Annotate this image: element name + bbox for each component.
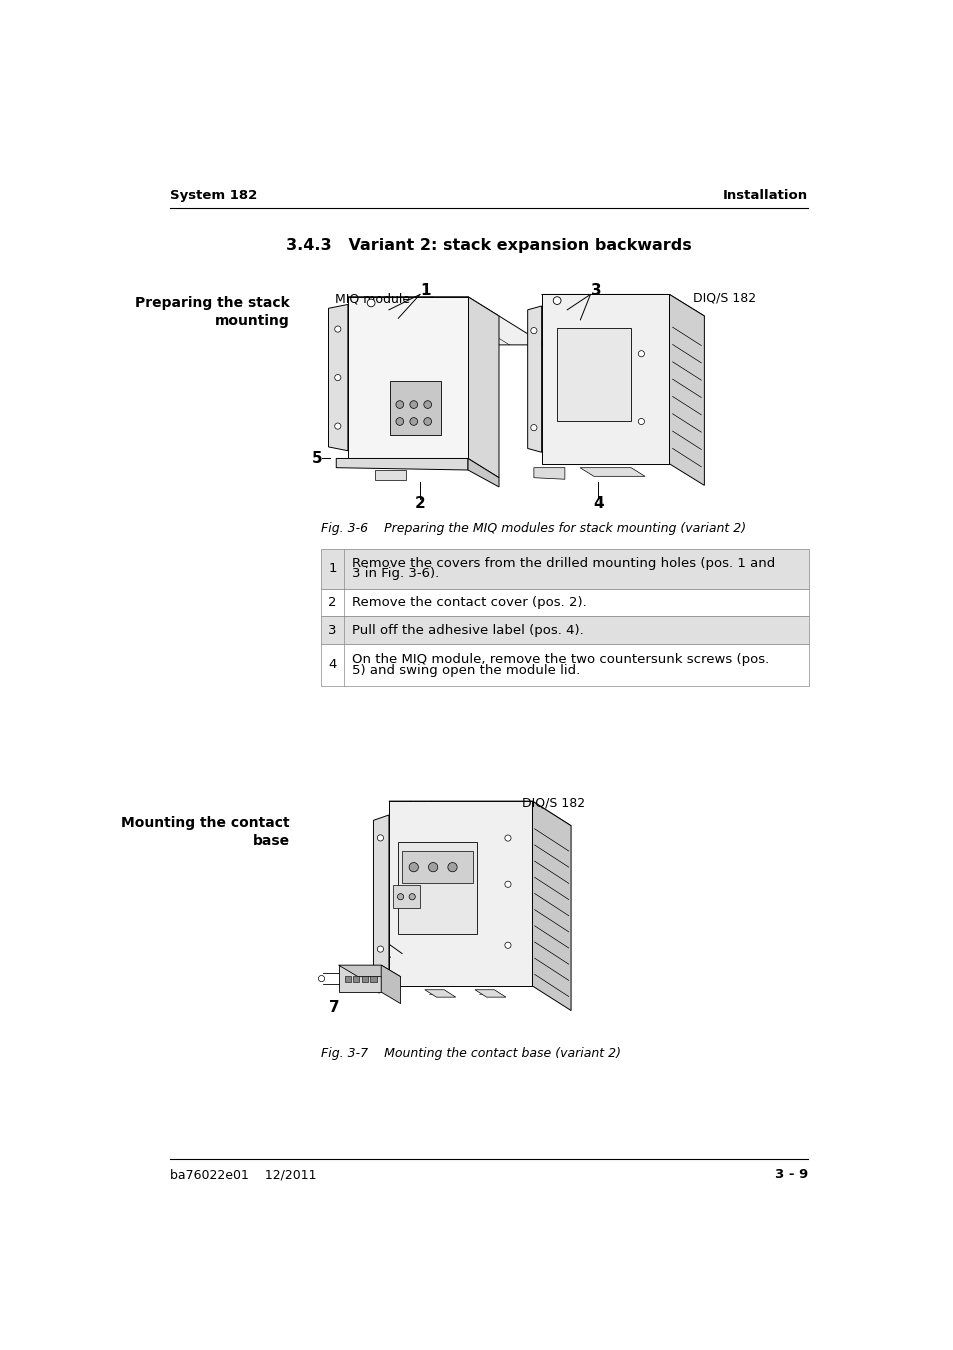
Text: 2: 2 — [328, 595, 336, 609]
Circle shape — [335, 374, 340, 381]
Polygon shape — [397, 842, 476, 934]
Circle shape — [504, 882, 511, 887]
Text: 3.4.3   Variant 2: stack expansion backwards: 3.4.3 Variant 2: stack expansion backwar… — [286, 238, 691, 252]
Polygon shape — [541, 294, 703, 316]
Text: 3 in Fig. 3-6).: 3 in Fig. 3-6). — [352, 567, 438, 580]
Bar — [320, 548, 808, 589]
Circle shape — [335, 325, 340, 332]
Polygon shape — [335, 459, 468, 470]
Text: 6: 6 — [377, 929, 388, 944]
Circle shape — [367, 300, 375, 306]
Text: 1: 1 — [328, 562, 336, 575]
Polygon shape — [370, 976, 376, 981]
Text: Remove the covers from the drilled mounting holes (pos. 1 and: Remove the covers from the drilled mount… — [352, 556, 774, 570]
Circle shape — [318, 976, 324, 981]
Polygon shape — [541, 294, 669, 464]
Polygon shape — [344, 976, 351, 981]
Circle shape — [530, 328, 537, 333]
Text: 5: 5 — [312, 451, 322, 466]
Text: DIQ/S 182: DIQ/S 182 — [521, 796, 585, 809]
Circle shape — [409, 863, 418, 872]
Circle shape — [395, 417, 403, 425]
Polygon shape — [393, 886, 419, 909]
Polygon shape — [557, 328, 631, 421]
Circle shape — [409, 894, 415, 900]
Text: Installation: Installation — [722, 189, 807, 202]
Text: DIQ/S 182: DIQ/S 182 — [692, 292, 755, 305]
Text: 3: 3 — [328, 624, 336, 637]
Circle shape — [530, 424, 537, 431]
Polygon shape — [579, 467, 644, 477]
Polygon shape — [534, 467, 564, 479]
Polygon shape — [338, 965, 400, 976]
Text: Remove the contact cover (pos. 2).: Remove the contact cover (pos. 2). — [352, 595, 586, 609]
Text: 3: 3 — [590, 284, 600, 298]
Polygon shape — [348, 297, 545, 344]
Circle shape — [395, 401, 403, 409]
Circle shape — [423, 417, 431, 425]
Polygon shape — [468, 297, 498, 478]
Text: 5) and swing open the module lid.: 5) and swing open the module lid. — [352, 664, 579, 676]
Polygon shape — [338, 965, 381, 992]
Bar — [320, 644, 808, 686]
Polygon shape — [348, 297, 468, 459]
Polygon shape — [390, 382, 440, 435]
Text: 3 - 9: 3 - 9 — [774, 1168, 807, 1181]
Polygon shape — [328, 305, 348, 451]
Text: Fig. 3-7    Mounting the contact base (variant 2): Fig. 3-7 Mounting the contact base (vari… — [320, 1048, 620, 1061]
Polygon shape — [389, 801, 532, 986]
Text: 2: 2 — [415, 495, 425, 510]
Polygon shape — [669, 294, 703, 486]
Text: 1: 1 — [419, 284, 430, 298]
Circle shape — [638, 351, 644, 356]
Polygon shape — [468, 459, 498, 487]
Text: System 182: System 182 — [170, 189, 256, 202]
Polygon shape — [389, 801, 571, 826]
Circle shape — [377, 834, 383, 841]
Polygon shape — [402, 850, 473, 883]
Circle shape — [638, 418, 644, 424]
Polygon shape — [527, 306, 541, 452]
Polygon shape — [353, 976, 359, 981]
Circle shape — [377, 946, 383, 952]
Circle shape — [504, 942, 511, 948]
Text: Preparing the stack
mounting: Preparing the stack mounting — [135, 296, 290, 328]
Polygon shape — [361, 976, 368, 981]
Text: Fig. 3-6    Preparing the MIQ modules for stack mounting (variant 2): Fig. 3-6 Preparing the MIQ modules for s… — [320, 521, 745, 535]
Text: 7: 7 — [328, 1000, 339, 1015]
Text: MIQ module: MIQ module — [335, 293, 410, 305]
Polygon shape — [424, 990, 456, 998]
Circle shape — [397, 894, 403, 900]
Text: 4: 4 — [328, 659, 336, 671]
Circle shape — [423, 401, 431, 409]
Circle shape — [504, 836, 511, 841]
Text: 4: 4 — [592, 495, 603, 510]
Bar — [320, 617, 808, 644]
Circle shape — [335, 423, 340, 429]
Bar — [320, 589, 808, 617]
Text: On the MIQ module, remove the two countersunk screws (pos.: On the MIQ module, remove the two counte… — [352, 653, 768, 666]
Circle shape — [447, 863, 456, 872]
Text: Mounting the contact
base: Mounting the contact base — [121, 815, 290, 848]
Polygon shape — [532, 801, 571, 1011]
Circle shape — [553, 297, 560, 305]
Text: ba76022e01    12/2011: ba76022e01 12/2011 — [170, 1168, 315, 1181]
Polygon shape — [375, 470, 406, 481]
Polygon shape — [373, 815, 389, 972]
Polygon shape — [475, 990, 505, 998]
Text: Pull off the adhesive label (pos. 4).: Pull off the adhesive label (pos. 4). — [352, 624, 583, 637]
Circle shape — [410, 401, 417, 409]
Circle shape — [410, 417, 417, 425]
Circle shape — [428, 863, 437, 872]
Polygon shape — [381, 965, 400, 1003]
